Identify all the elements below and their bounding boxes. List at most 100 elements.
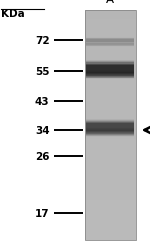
Bar — [85, 200, 136, 203]
Bar — [86, 44, 134, 46]
Bar — [85, 68, 136, 71]
Bar — [85, 163, 136, 166]
Bar — [85, 97, 136, 100]
Bar — [85, 43, 136, 45]
Bar — [86, 128, 134, 138]
Text: KDa: KDa — [1, 9, 24, 19]
Bar — [86, 38, 134, 44]
Bar — [85, 71, 136, 74]
Bar — [86, 44, 134, 46]
Bar — [85, 86, 136, 88]
Bar — [85, 172, 136, 174]
Bar — [85, 186, 136, 188]
Bar — [85, 183, 136, 186]
Bar — [86, 43, 134, 47]
Bar — [85, 223, 136, 226]
Bar — [86, 129, 134, 136]
Bar — [86, 128, 134, 137]
Bar — [85, 148, 136, 151]
Bar — [86, 122, 134, 134]
Bar — [85, 166, 136, 168]
Bar — [85, 20, 136, 23]
Bar — [85, 83, 136, 86]
Bar — [85, 54, 136, 57]
Text: 17: 17 — [35, 208, 50, 218]
Bar — [85, 160, 136, 163]
Bar — [85, 126, 136, 128]
Bar — [86, 64, 134, 75]
Bar — [86, 72, 134, 78]
Bar — [85, 146, 136, 148]
Bar — [85, 23, 136, 26]
Bar — [85, 157, 136, 160]
Bar — [85, 208, 136, 212]
Bar — [85, 111, 136, 114]
Bar — [85, 194, 136, 197]
Bar — [85, 106, 136, 108]
Bar — [85, 234, 136, 237]
Bar — [85, 203, 136, 206]
Bar — [85, 177, 136, 180]
Bar — [86, 119, 134, 136]
Bar — [86, 40, 134, 43]
Bar — [85, 26, 136, 29]
Text: 26: 26 — [35, 151, 50, 161]
Bar — [85, 217, 136, 220]
Bar — [85, 131, 136, 134]
Bar — [86, 42, 134, 48]
Bar — [85, 63, 136, 66]
Bar — [86, 61, 134, 78]
Bar — [85, 51, 136, 54]
Bar — [85, 123, 136, 126]
Bar — [85, 192, 136, 194]
Text: 43: 43 — [35, 96, 50, 106]
Bar — [86, 70, 134, 80]
Bar — [85, 11, 136, 240]
Bar — [86, 43, 134, 47]
Bar — [86, 72, 134, 78]
Bar — [85, 143, 136, 146]
Bar — [85, 117, 136, 120]
Bar — [85, 180, 136, 183]
Bar — [85, 57, 136, 60]
Bar — [85, 28, 136, 31]
Bar — [86, 71, 134, 79]
Bar — [85, 108, 136, 111]
Bar — [85, 34, 136, 37]
Bar — [86, 124, 134, 131]
Bar — [86, 130, 134, 135]
Bar — [85, 206, 136, 208]
Bar — [86, 39, 134, 44]
Text: 34: 34 — [35, 126, 50, 136]
Bar — [86, 62, 134, 77]
Bar — [86, 38, 134, 44]
Bar — [85, 228, 136, 232]
Bar — [85, 94, 136, 97]
Bar — [85, 91, 136, 94]
Bar — [86, 39, 134, 43]
Bar — [85, 212, 136, 214]
Bar — [85, 77, 136, 80]
Bar — [86, 63, 134, 76]
Bar — [85, 226, 136, 228]
Bar — [85, 14, 136, 17]
Bar — [86, 66, 134, 74]
Bar — [85, 37, 136, 40]
Bar — [85, 17, 136, 20]
Text: A: A — [106, 0, 114, 6]
Bar — [86, 123, 134, 132]
Bar — [85, 168, 136, 172]
Bar — [85, 140, 136, 143]
Bar — [85, 154, 136, 157]
Bar — [86, 130, 134, 136]
Text: 55: 55 — [35, 66, 50, 76]
Bar — [85, 40, 136, 43]
Bar — [85, 103, 136, 106]
Bar — [85, 60, 136, 63]
Bar — [85, 66, 136, 68]
Bar — [85, 174, 136, 177]
Bar — [85, 220, 136, 223]
Bar — [85, 188, 136, 192]
Bar — [85, 214, 136, 217]
Bar — [85, 31, 136, 34]
